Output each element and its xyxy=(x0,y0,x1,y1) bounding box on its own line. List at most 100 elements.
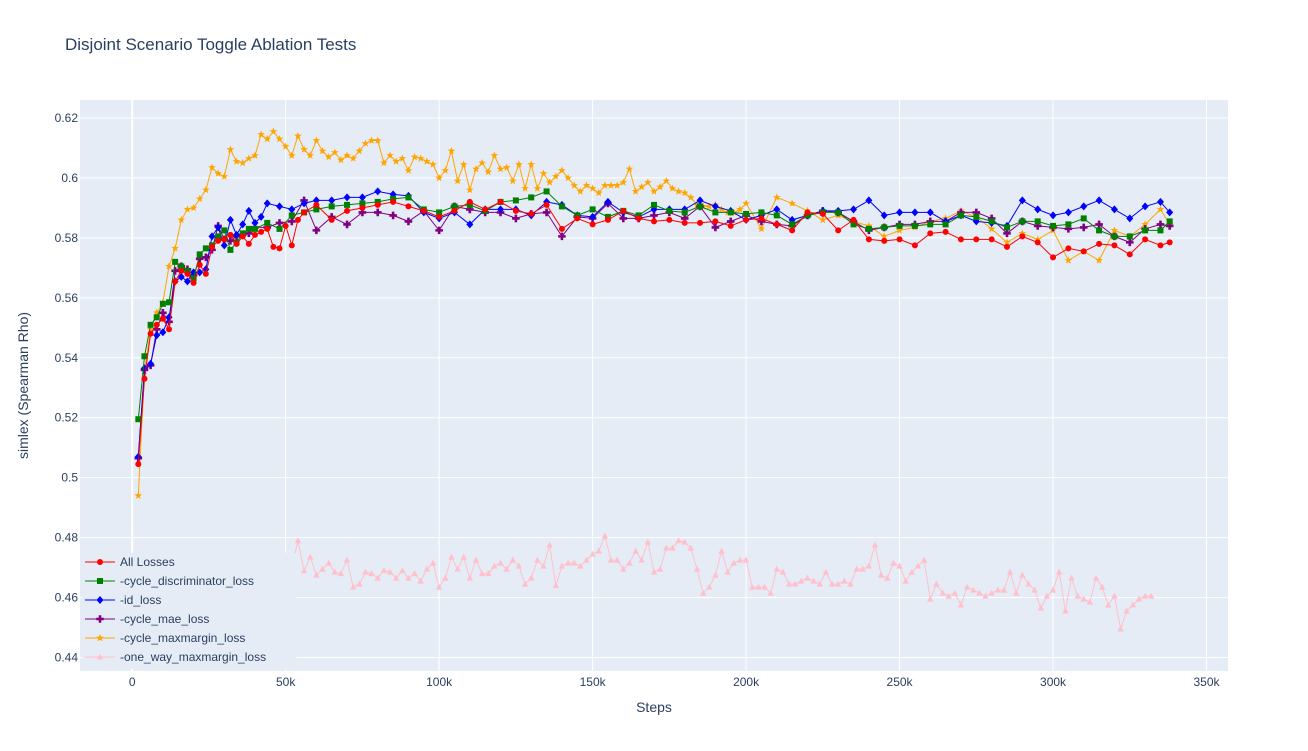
data-point xyxy=(251,218,259,227)
data-point xyxy=(1034,205,1042,214)
data-point xyxy=(380,158,388,167)
data-point xyxy=(319,565,326,572)
data-point xyxy=(264,219,271,226)
data-point xyxy=(232,157,241,165)
data-point xyxy=(680,188,689,197)
data-point xyxy=(275,219,284,227)
data-point xyxy=(558,225,565,232)
data-point xyxy=(988,236,995,243)
legend[interactable]: All Losses -cycle_discriminator_loss -id_l… xyxy=(82,553,296,669)
data-point xyxy=(1105,601,1112,608)
legend-marker xyxy=(96,596,104,604)
data-point xyxy=(773,221,780,228)
legend-item[interactable]: -id_loss xyxy=(85,593,161,607)
data-point xyxy=(442,574,449,581)
data-point xyxy=(423,157,431,165)
data-point xyxy=(153,321,160,328)
data-point xyxy=(312,136,321,144)
data-point xyxy=(1096,227,1103,234)
data-point xyxy=(343,220,351,229)
data-point xyxy=(528,194,535,201)
data-point xyxy=(651,218,657,225)
data-point xyxy=(166,299,173,306)
data-point xyxy=(183,205,192,213)
data-point xyxy=(420,207,427,214)
legend-marker xyxy=(97,578,103,584)
chart-title: Disjoint Scenario Toggle Ablation Tests xyxy=(65,35,356,54)
y-tick-label: 0.44 xyxy=(55,651,79,665)
data-point xyxy=(239,220,247,229)
data-point xyxy=(221,227,228,234)
data-point xyxy=(558,166,566,174)
data-point xyxy=(798,577,805,584)
data-point xyxy=(324,153,333,161)
data-point xyxy=(693,200,701,209)
data-point xyxy=(503,565,510,572)
data-point xyxy=(276,245,283,252)
data-point xyxy=(1033,235,1042,243)
legend-item[interactable]: -cycle_maxmargin_loss xyxy=(85,631,245,645)
legend-item[interactable]: All Losses xyxy=(85,555,175,569)
data-point xyxy=(1157,227,1164,234)
data-point xyxy=(758,209,765,216)
data-point xyxy=(233,240,240,247)
data-point xyxy=(405,574,412,581)
data-point xyxy=(718,547,725,554)
data-point xyxy=(601,181,609,189)
data-point xyxy=(1025,580,1032,587)
data-point xyxy=(313,201,320,208)
data-point xyxy=(459,160,468,168)
y-axis-label: simlex (Spearman Rho) xyxy=(15,312,31,459)
data-point xyxy=(604,197,612,206)
legend-item[interactable]: -cycle_discriminator_loss xyxy=(85,574,254,588)
data-point xyxy=(1123,607,1130,614)
data-point xyxy=(712,571,719,578)
data-point xyxy=(1003,224,1010,231)
legend-item[interactable]: -one_way_maxmargin_loss xyxy=(85,650,266,664)
data-point xyxy=(294,132,302,140)
data-point xyxy=(389,211,397,220)
data-point xyxy=(841,577,848,584)
data-point xyxy=(749,583,756,590)
data-point xyxy=(478,570,486,577)
data-point xyxy=(264,225,271,232)
data-point xyxy=(1064,225,1073,233)
data-point xyxy=(512,197,519,204)
data-point xyxy=(675,537,682,544)
data-point xyxy=(472,556,480,563)
data-point xyxy=(988,218,995,225)
data-point xyxy=(942,228,949,235)
data-point xyxy=(558,203,565,210)
data-point xyxy=(454,565,461,572)
data-point xyxy=(251,151,259,159)
legend-marker xyxy=(96,634,104,642)
data-point xyxy=(374,201,381,208)
y-tick-label: 0.56 xyxy=(55,291,79,305)
legend-item[interactable]: -cycle_mae_loss xyxy=(85,612,209,626)
data-point xyxy=(361,139,370,147)
data-point xyxy=(208,232,216,241)
data-point xyxy=(1135,595,1143,602)
data-point xyxy=(294,216,301,223)
data-point xyxy=(687,193,695,201)
data-point xyxy=(988,589,995,596)
data-point xyxy=(451,207,458,214)
data-point xyxy=(515,562,523,569)
data-point xyxy=(970,586,977,593)
data-point xyxy=(325,559,332,566)
data-point xyxy=(196,251,203,258)
data-point xyxy=(171,244,179,252)
data-point xyxy=(582,181,591,189)
data-point xyxy=(300,567,308,574)
data-point xyxy=(743,210,750,217)
data-point xyxy=(835,209,842,216)
data-point xyxy=(239,233,246,240)
data-point xyxy=(920,556,928,563)
data-point xyxy=(589,550,596,557)
data-point xyxy=(742,199,750,207)
data-point xyxy=(466,185,474,194)
y-tick-label: 0.62 xyxy=(55,111,79,125)
data-point xyxy=(502,163,511,171)
data-point xyxy=(896,222,903,229)
data-point xyxy=(195,255,204,263)
